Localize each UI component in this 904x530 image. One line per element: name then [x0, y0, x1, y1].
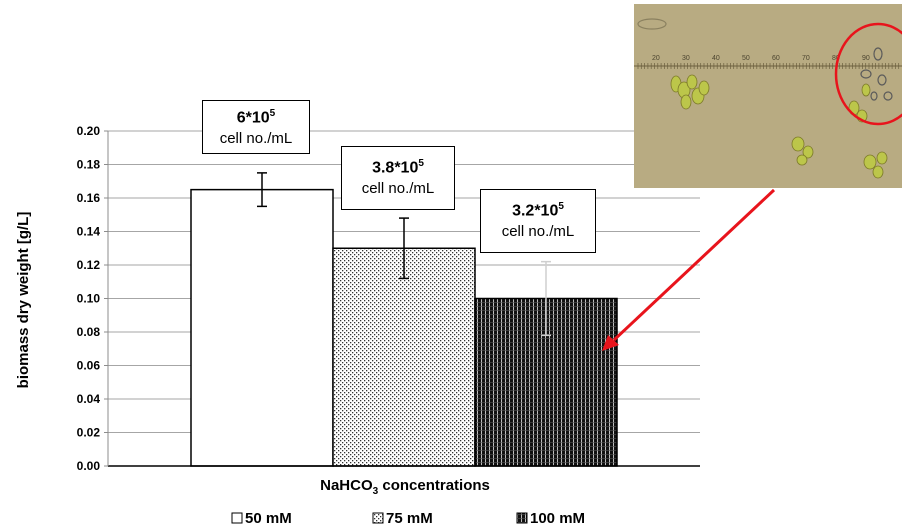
y-tick-label: 0.02 [77, 426, 101, 440]
x-axis-label-main: NaHCO [320, 477, 373, 494]
legend-label-1: 75 mM [386, 510, 433, 527]
error-bars [257, 172, 551, 337]
y-tick-label: 0.00 [77, 459, 101, 473]
y-tick-label: 0.12 [77, 258, 101, 272]
micrograph-image: 20 30 40 50 60 70 80 90 [634, 4, 902, 188]
micrometer-labels: 20 30 40 50 60 70 80 90 [652, 55, 870, 62]
broken-cells [637, 18, 893, 101]
annotation-100mm-unit: cell no./mL [501, 223, 575, 241]
y-tick-label: 0.06 [77, 359, 101, 373]
y-tick-label: 0.04 [77, 392, 101, 406]
annotation-50mm-unit: cell no./mL [219, 130, 293, 148]
y-tick-label: 0.20 [77, 124, 101, 138]
scale-label: 80 [832, 55, 840, 62]
legend-swatch-2 [516, 512, 528, 524]
legend-swatch-0 [231, 512, 243, 524]
scale-label: 60 [772, 55, 780, 62]
scale-label: 70 [802, 55, 810, 62]
x-axis-label-rest: concentrations [378, 477, 490, 494]
algae-cells [670, 74, 888, 179]
micrometer-ticks [637, 63, 900, 69]
legend-label-0: 50 mM [245, 510, 292, 527]
annotation-100mm: 3.2*105 cell no./mL [480, 189, 596, 253]
x-axis-label-sub: 3 [373, 486, 379, 497]
y-tick-label: 0.18 [77, 158, 101, 172]
scale-label: 90 [862, 55, 870, 62]
annotation-50mm: 6*105 cell no./mL [202, 100, 310, 154]
annotation-75mm-base: 3.8*10 [372, 159, 419, 177]
scale-label: 40 [712, 55, 720, 62]
pointer-arrow-line [612, 188, 776, 342]
annotation-50mm-exp: 5 [269, 108, 276, 119]
y-tick-label: 0.16 [77, 191, 101, 205]
y-axis: 0.00 0.02 0.04 0.06 0.08 0.10 0.12 0.14 0.16 0.18… [77, 124, 108, 473]
scale-label: 30 [682, 55, 690, 62]
y-tick-label: 0.14 [77, 225, 101, 239]
annotation-50mm-base: 6*10 [236, 109, 270, 127]
legend-swatch-1 [372, 512, 384, 524]
bars [190, 188, 618, 467]
scale-label: 20 [652, 55, 660, 62]
scale-label: 50 [742, 55, 750, 62]
annotation-75mm: 3.8*105 cell no./mL [341, 146, 455, 210]
highlight-circle [834, 22, 902, 126]
pointer-arrow-head [602, 335, 619, 351]
x-axis-label: NaHCO3 concentrations [320, 477, 490, 497]
annotation-100mm-base: 3.2*10 [512, 202, 559, 220]
legend: 50 mM 75 mM 100 mM [231, 510, 585, 527]
annotation-75mm-exp: 5 [418, 158, 424, 169]
bar-50mm [190, 188, 334, 467]
annotation-75mm-unit: cell no./mL [361, 180, 435, 198]
y-tick-label: 0.08 [77, 325, 101, 339]
bar-75mm [332, 247, 476, 467]
y-tick-label: 0.10 [77, 292, 101, 306]
y-axis-label: biomass dry weight [g/L] [15, 212, 32, 389]
legend-label-2: 100 mM [530, 510, 585, 527]
annotation-100mm-exp: 5 [558, 201, 564, 212]
